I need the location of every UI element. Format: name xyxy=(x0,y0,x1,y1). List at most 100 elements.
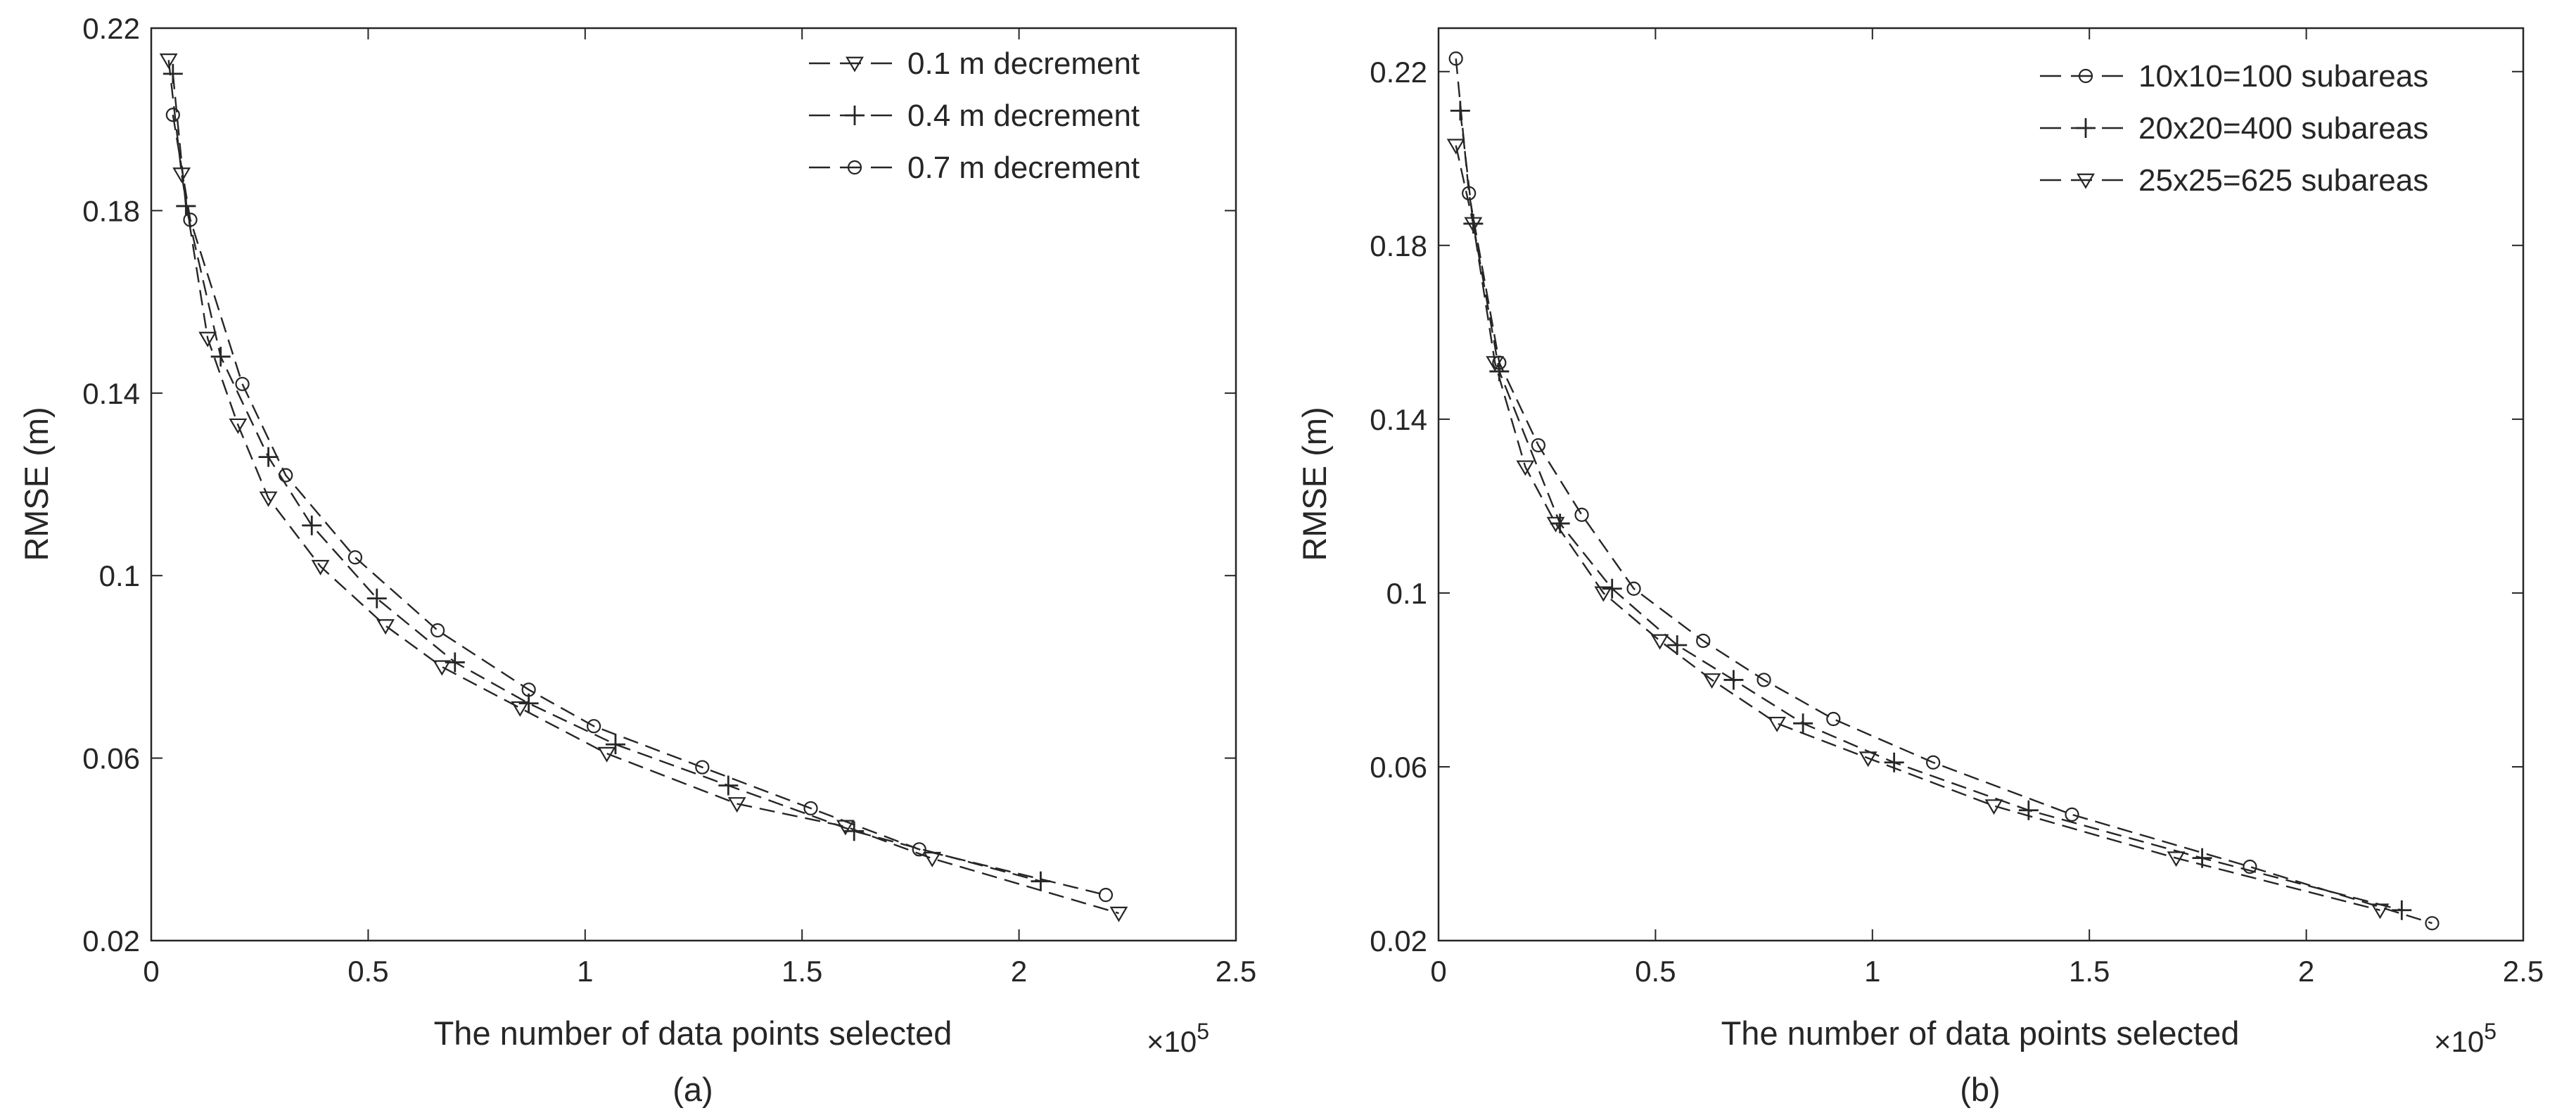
y-tick-label-a: 0.06 xyxy=(82,742,140,775)
x-exponent-power-a: 5 xyxy=(1197,1019,1209,1044)
data-point xyxy=(912,842,926,857)
x-tick-label-b: 0 xyxy=(1430,955,1446,988)
y-axis-label-a: RMSE (m) xyxy=(18,407,55,561)
y-axis-label-b: RMSE (m) xyxy=(1296,407,1333,561)
data-point xyxy=(2065,807,2079,822)
data-point xyxy=(1464,217,1483,233)
legend-marker xyxy=(2078,68,2093,84)
data-point xyxy=(1858,751,1877,768)
data-point xyxy=(2425,916,2440,931)
series-a-1 xyxy=(159,53,1128,922)
data-point xyxy=(183,212,198,227)
x-tick-label-a: 1 xyxy=(577,955,593,988)
legend-marker xyxy=(846,56,864,72)
x-tick-label-a: 0.5 xyxy=(347,955,388,988)
y-tick-label-b: 0.02 xyxy=(1370,924,1427,957)
x-tick-label-b: 1 xyxy=(1864,955,1880,988)
data-point xyxy=(1574,507,1589,522)
data-point xyxy=(159,53,178,70)
x-tick-label-b: 1.5 xyxy=(2069,955,2110,988)
panel-caption-a: (a) xyxy=(672,1071,713,1108)
data-point xyxy=(511,701,530,717)
legend-b: 10x10=100 subareas 20x20=400 subareas 25x2… xyxy=(2040,59,2428,198)
x-tick-label-b: 2.5 xyxy=(2503,955,2544,988)
data-point xyxy=(1546,516,1565,533)
data-point xyxy=(347,550,362,565)
data-point xyxy=(162,63,183,84)
data-point xyxy=(1626,581,1641,596)
x-tick-label-b: 0.5 xyxy=(1635,955,1676,988)
legend-item: 10x10=100 subareas xyxy=(2040,59,2428,94)
legend-item: 0.7 m decrement xyxy=(809,151,1140,185)
data-point xyxy=(1702,673,1721,689)
data-point xyxy=(1884,752,1904,772)
x-axis-exponent-a: ×105 xyxy=(1147,1019,1209,1058)
data-point xyxy=(695,760,710,775)
data-point xyxy=(376,619,395,635)
data-point xyxy=(2018,800,2039,820)
data-point xyxy=(587,719,601,734)
data-point xyxy=(258,447,279,467)
data-point xyxy=(1516,460,1535,476)
data-point xyxy=(1098,888,1114,903)
y-tick-label-b: 0.18 xyxy=(1370,229,1427,262)
legend-label: 0.4 m decrement xyxy=(907,98,1140,133)
data-point xyxy=(1793,713,1813,734)
data-point xyxy=(1448,51,1463,66)
series-line xyxy=(1455,145,2380,911)
data-point xyxy=(1768,716,1787,732)
plot-area-a xyxy=(150,27,1237,942)
data-point xyxy=(518,693,539,713)
series-line xyxy=(172,73,1041,882)
y-tick-label-a: 0.18 xyxy=(82,194,140,227)
legend-label: 10x10=100 subareas xyxy=(2138,59,2428,94)
data-point xyxy=(176,196,196,216)
data-point xyxy=(1602,578,1622,599)
data-point xyxy=(1109,906,1128,922)
data-point xyxy=(1650,634,1669,650)
data-point xyxy=(198,331,217,348)
x-exponent-base-a: ×10 xyxy=(1147,1025,1197,1058)
data-point xyxy=(718,775,739,796)
legend-item: 20x20=400 subareas xyxy=(2040,111,2428,146)
panel-caption-b: (b) xyxy=(1960,1071,2000,1108)
data-point xyxy=(2167,851,2186,867)
data-point xyxy=(597,746,616,763)
legend-label: 0.1 m decrement xyxy=(907,46,1140,81)
series-b-3 xyxy=(1446,139,2390,919)
x-exponent-power-b: 5 xyxy=(2484,1019,2497,1044)
data-point xyxy=(1450,101,1470,121)
data-point xyxy=(229,418,248,434)
data-point xyxy=(1723,670,1744,690)
series-a-2 xyxy=(162,63,1051,891)
data-point xyxy=(1531,438,1545,453)
data-point xyxy=(311,559,330,575)
data-point xyxy=(259,491,278,507)
legend-label: 20x20=400 subareas xyxy=(2138,111,2428,146)
x-axis-label-b: The number of data points selected xyxy=(1721,1014,2240,1052)
y-tick-label-a: 0.22 xyxy=(82,12,140,45)
data-point xyxy=(2392,900,2412,920)
y-tick-label-b: 0.14 xyxy=(1370,403,1427,436)
data-point xyxy=(366,588,387,609)
x-tick-label-b: 2 xyxy=(2298,955,2314,988)
data-point xyxy=(235,376,250,391)
data-point xyxy=(430,623,445,638)
x-exponent-base-b: ×10 xyxy=(2434,1025,2484,1058)
legend-marker xyxy=(847,160,862,175)
data-point xyxy=(1486,356,1505,372)
y-tick-label-b: 0.22 xyxy=(1370,56,1427,89)
data-point xyxy=(1826,711,1841,727)
data-point xyxy=(2371,903,2390,919)
legend-marker xyxy=(2076,118,2096,138)
legend-item: 0.4 m decrement xyxy=(809,98,1140,133)
x-axis-label-a: The number of data points selected xyxy=(434,1014,952,1052)
data-point xyxy=(433,660,452,676)
y-tick-label-a: 0.02 xyxy=(82,924,140,957)
legend-label: 25x25=625 subareas xyxy=(2138,163,2428,198)
data-point xyxy=(605,734,625,755)
series-line xyxy=(167,60,1119,915)
data-point xyxy=(1667,635,1688,656)
legend-label: 0.7 m decrement xyxy=(907,151,1140,185)
